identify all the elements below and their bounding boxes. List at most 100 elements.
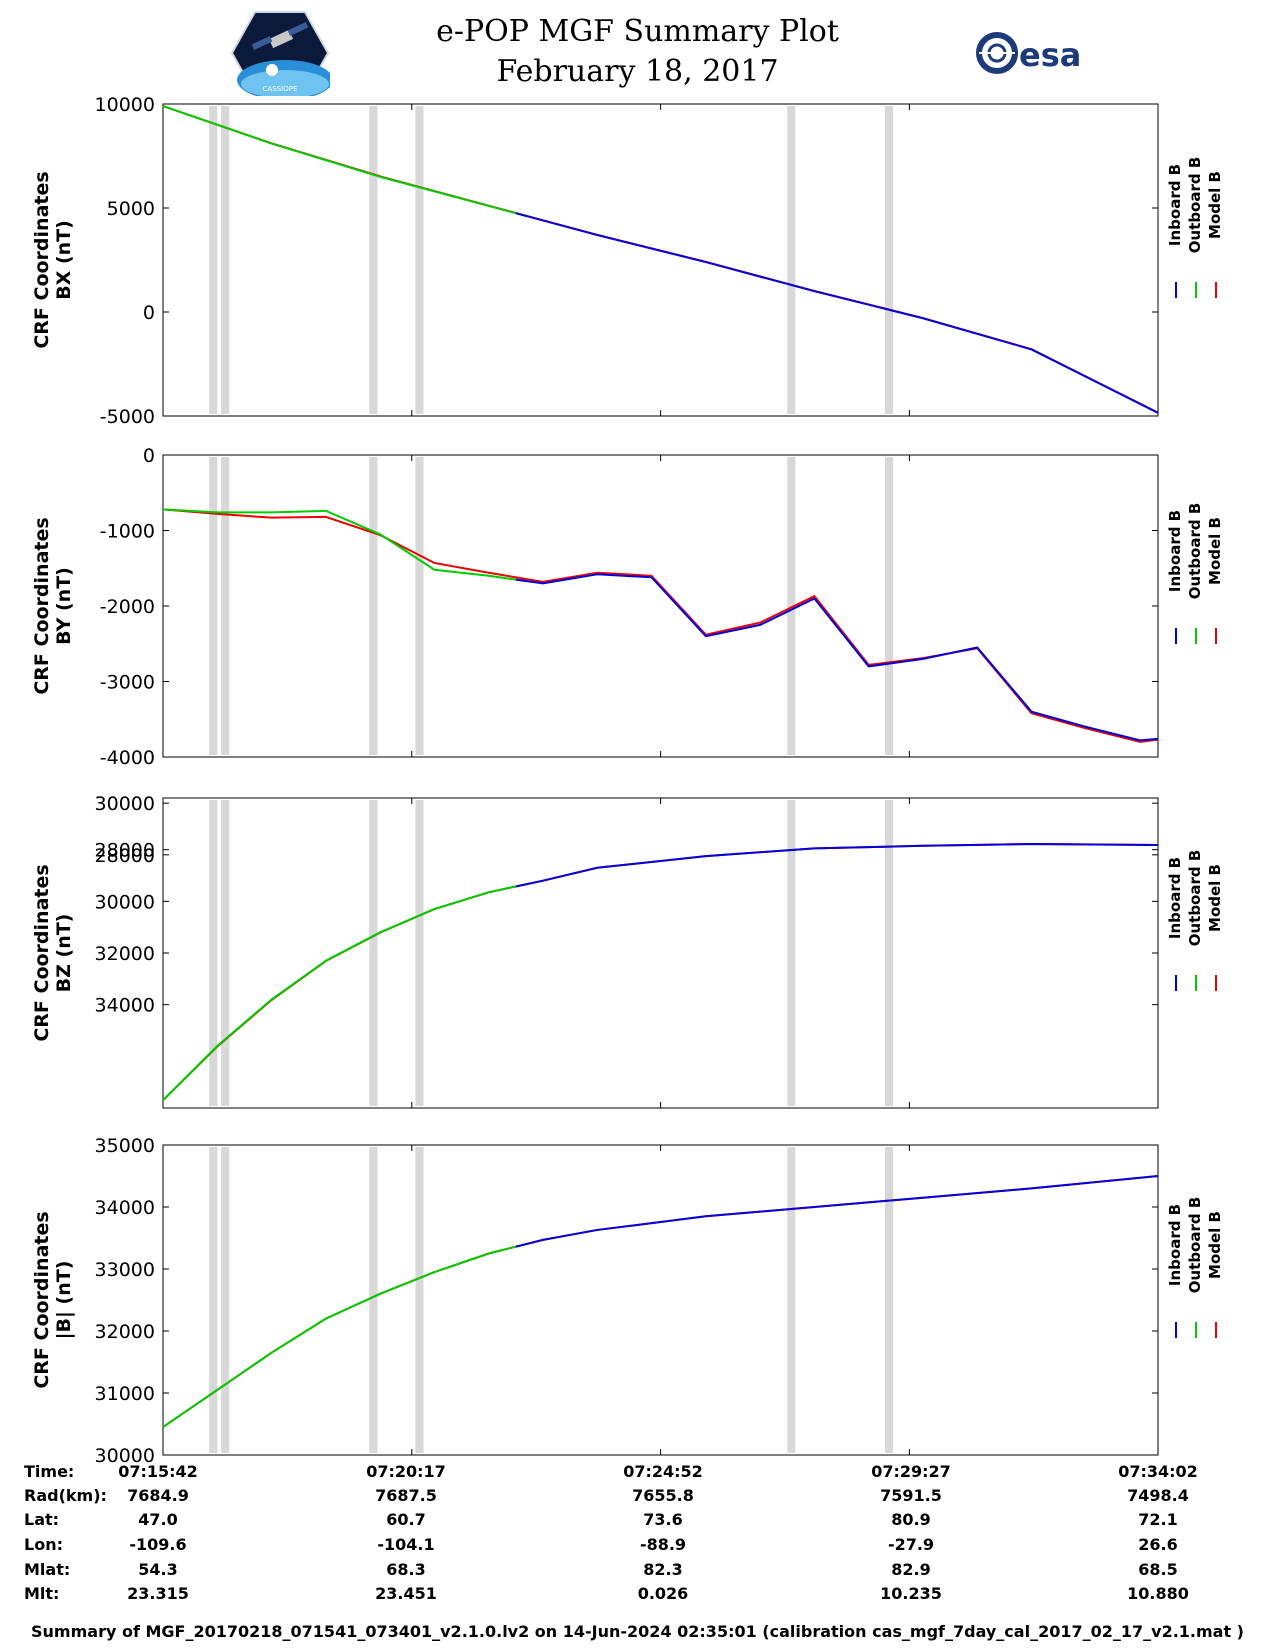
series-line-3-0 (515, 1175, 1159, 1248)
y-axis-unit-0: BX (nT) (53, 220, 75, 300)
table-cell-2-0: 07:24:52 (623, 1462, 703, 1481)
table-cell-4-2: 72.1 (1138, 1510, 1178, 1529)
legend-label-1-outboard: Outboard B (1186, 503, 1204, 600)
series-line-0-1 (162, 105, 527, 218)
table-cell-4-4: 68.5 (1138, 1560, 1178, 1579)
legend-label-0-model: Model B (1206, 171, 1224, 239)
data-gap-band-2-2 (369, 800, 378, 1106)
data-gap-band-0-0 (209, 106, 218, 414)
series-line-0-0 (515, 212, 1159, 414)
table-cell-2-3: -88.9 (639, 1535, 687, 1554)
cassiope-logo: CASSIOPE (230, 11, 330, 96)
y-tick-label-2-3: 32000 (95, 943, 155, 965)
data-gap-band-2-5 (884, 800, 894, 1106)
table-row-label-2: Lat: (24, 1510, 60, 1529)
table-cell-3-5: 10.235 (880, 1584, 942, 1603)
y-axis-label-3: CRF Coordinates (31, 1211, 53, 1388)
table-cell-2-4: 82.3 (643, 1560, 683, 1579)
data-gap-band-2-0 (209, 800, 218, 1106)
table-cell-1-5: 23.451 (375, 1584, 437, 1603)
data-gap-band-2-1 (221, 800, 230, 1106)
data-gap-band-0-5 (884, 106, 894, 414)
series-line-3-2 (162, 1175, 1159, 1428)
table-cell-0-1: 7684.9 (127, 1486, 189, 1505)
y-tick-label-3-4: 31000 (95, 1383, 155, 1405)
y-tick-label-0-0: 10000 (95, 94, 155, 116)
data-gap-band-2-3 (415, 800, 424, 1106)
legend-label-1-inboard: Inboard B (1166, 510, 1184, 592)
y-tick-label-1-2: -2000 (100, 596, 155, 618)
legend-label-1-model: Model B (1206, 517, 1224, 585)
data-gap-band-1-5 (884, 457, 894, 755)
data-gap-band-1-3 (415, 457, 424, 755)
table-cell-3-3: -27.9 (887, 1535, 935, 1554)
legend-label-2-outboard: Outboard B (1186, 850, 1204, 947)
series-line-1-2 (162, 508, 1159, 743)
table-cell-0-5: 23.315 (127, 1584, 189, 1603)
table-cell-3-4: 82.9 (891, 1560, 931, 1579)
series-line-2-2 (162, 842, 1159, 1101)
data-gap-band-1-2 (369, 457, 378, 755)
data-gap-band-0-3 (415, 106, 424, 414)
footer-summary: Summary of MGF_20170218_071541_073401_v2… (31, 1622, 1244, 1641)
y-axis-label-2: CRF Coordinates (31, 864, 53, 1041)
y-tick-label-0-2: 0 (143, 302, 155, 324)
table-cell-4-1: 7498.4 (1127, 1486, 1189, 1505)
y-tick-label-1-0: 0 (143, 445, 155, 467)
series-line-1-1 (162, 508, 527, 583)
plot-title: e-POP MGF Summary Plot (436, 14, 839, 49)
y-tick-label-3-1: 34000 (95, 1197, 155, 1219)
table-cell-3-2: 80.9 (891, 1510, 931, 1529)
table-cell-3-0: 07:29:27 (871, 1462, 951, 1481)
y-tick-label-3-2: 33000 (95, 1259, 155, 1281)
table-cell-0-0: 07:15:42 (118, 1462, 198, 1481)
y-tick-label-2-2: 34000 (95, 995, 155, 1017)
table-cell-1-0: 07:20:17 (366, 1462, 446, 1481)
y-tick-label-2-4: 30000 (95, 891, 155, 913)
table-cell-0-3: -109.6 (129, 1535, 187, 1554)
plot-frame-0 (162, 103, 1159, 417)
table-cell-0-2: 47.0 (138, 1510, 178, 1529)
data-gap-band-3-0 (209, 1147, 218, 1453)
data-gap-band-3-2 (369, 1147, 378, 1453)
data-gap-band-1-1 (221, 457, 230, 755)
table-cell-4-5: 10.880 (1127, 1584, 1189, 1603)
legend-label-3-model: Model B (1206, 1211, 1224, 1279)
data-gap-band-0-1 (221, 106, 230, 414)
plot-frame-1 (162, 454, 1159, 758)
data-gap-band-3-3 (415, 1147, 424, 1453)
series-line-0-2 (162, 105, 1159, 414)
table-row-label-0: Time: (24, 1462, 75, 1481)
y-axis-label-0: CRF Coordinates (31, 171, 53, 348)
table-row-label-4: Mlat: (24, 1560, 71, 1579)
y-tick-label-2-1: 28000 (95, 845, 155, 867)
table-cell-4-3: 26.6 (1138, 1535, 1178, 1554)
data-gap-band-0-4 (787, 106, 796, 414)
logo-caption: CASSIOPE (263, 85, 298, 93)
y-tick-label-2-5: 28000 (95, 840, 155, 862)
plot-frame-3 (162, 1144, 1159, 1456)
data-gap-band-1-0 (209, 457, 218, 755)
data-gap-band-3-5 (884, 1147, 894, 1453)
legend-label-2-model: Model B (1206, 864, 1224, 932)
table-cell-2-5: 0.026 (637, 1584, 689, 1603)
data-gap-band-3-4 (787, 1147, 796, 1453)
table-cell-1-1: 7687.5 (375, 1486, 437, 1505)
table-cell-1-3: -104.1 (377, 1535, 435, 1554)
table-row-label-5: Mlt: (24, 1584, 60, 1603)
esa-wordmark: esa (1019, 36, 1081, 74)
data-gap-band-0-2 (369, 106, 378, 414)
table-cell-1-2: 60.7 (386, 1510, 426, 1529)
table-row-label-1: Rad(km): (24, 1486, 107, 1505)
legend-label-2-inboard: Inboard B (1166, 857, 1184, 939)
series-line-2-1 (162, 883, 527, 1101)
table-cell-1-4: 68.3 (386, 1560, 426, 1579)
y-tick-label-0-3: -5000 (100, 406, 155, 428)
y-axis-label-1: CRF Coordinates (31, 517, 53, 694)
y-axis-unit-3: |B| (nT) (53, 1261, 75, 1340)
table-cell-2-1: 7655.8 (632, 1486, 694, 1505)
data-gap-band-3-1 (221, 1147, 230, 1453)
data-gap-band-2-4 (787, 800, 796, 1106)
y-tick-label-2-0: 30000 (95, 793, 155, 815)
